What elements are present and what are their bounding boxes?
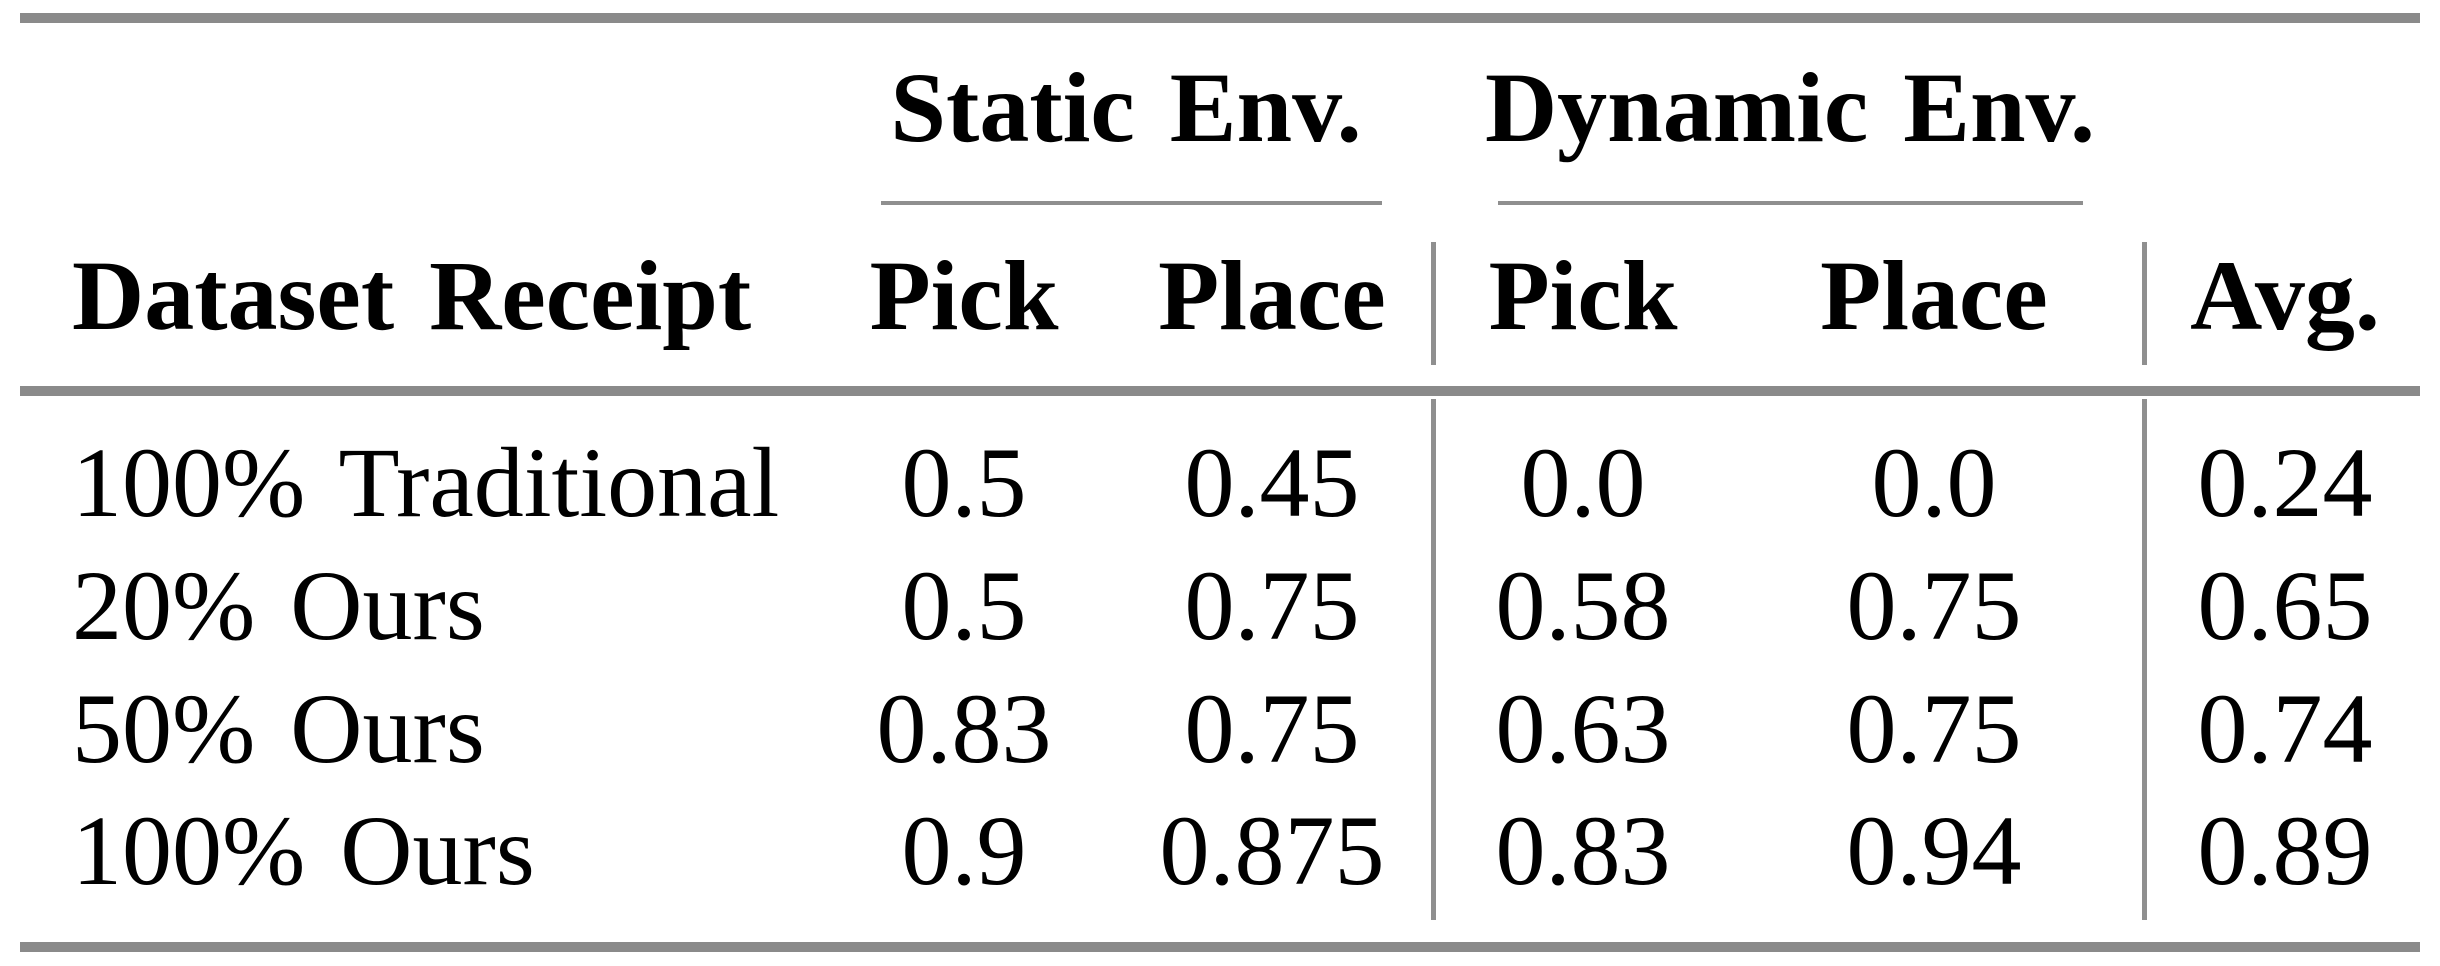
cell-static-pick: 0.5 [901, 427, 1027, 538]
table-header-rule [20, 386, 2420, 396]
row-label: 20% Ours [72, 550, 485, 661]
cell-dynamic-pick: 0.83 [1495, 795, 1671, 906]
vertical-separator-dynamic-avg [2142, 242, 2147, 365]
column-header-dynamic-place: Place [1820, 240, 2048, 351]
static-env-underline-rule [881, 201, 1382, 205]
column-header-static-place: Place [1158, 240, 1386, 351]
column-header-dataset-receipt: Dataset Receipt [72, 240, 752, 351]
dynamic-env-underline-rule [1498, 201, 2083, 205]
cell-avg: 0.65 [2197, 550, 2373, 661]
cell-static-pick: 0.9 [901, 795, 1027, 906]
cell-dynamic-place: 0.75 [1846, 550, 2022, 661]
row-label: 50% Ours [72, 673, 485, 784]
table-top-rule [20, 13, 2420, 23]
cell-avg: 0.89 [2197, 795, 2373, 906]
cell-static-place: 0.875 [1159, 795, 1385, 906]
group-header-dynamic-env: Dynamic Env. [1484, 52, 2096, 163]
column-header-dynamic-pick: Pick [1488, 240, 1678, 351]
cell-static-place: 0.45 [1184, 427, 1360, 538]
row-label: 100% Traditional [72, 427, 780, 538]
cell-static-place: 0.75 [1184, 550, 1360, 661]
cell-dynamic-place: 0.0 [1871, 427, 1997, 538]
cell-static-place: 0.75 [1184, 673, 1360, 784]
vertical-separator-static-dynamic [1431, 242, 1436, 365]
cell-static-pick: 0.83 [876, 673, 1052, 784]
vertical-separator-dynamic-avg [2142, 399, 2147, 920]
table-bottom-rule [20, 942, 2420, 952]
vertical-separator-static-dynamic [1431, 399, 1436, 920]
column-header-avg: Avg. [2190, 240, 2380, 351]
group-header-static-env: Static Env. [890, 52, 1362, 163]
cell-static-pick: 0.5 [901, 550, 1027, 661]
cell-dynamic-place: 0.75 [1846, 673, 2022, 784]
row-label: 100% Ours [72, 795, 535, 906]
cell-avg: 0.74 [2197, 673, 2373, 784]
cell-dynamic-pick: 0.63 [1495, 673, 1671, 784]
column-header-static-pick: Pick [869, 240, 1059, 351]
cell-avg: 0.24 [2197, 427, 2373, 538]
cell-dynamic-place: 0.94 [1846, 795, 2022, 906]
cell-dynamic-pick: 0.0 [1520, 427, 1646, 538]
cell-dynamic-pick: 0.58 [1495, 550, 1671, 661]
